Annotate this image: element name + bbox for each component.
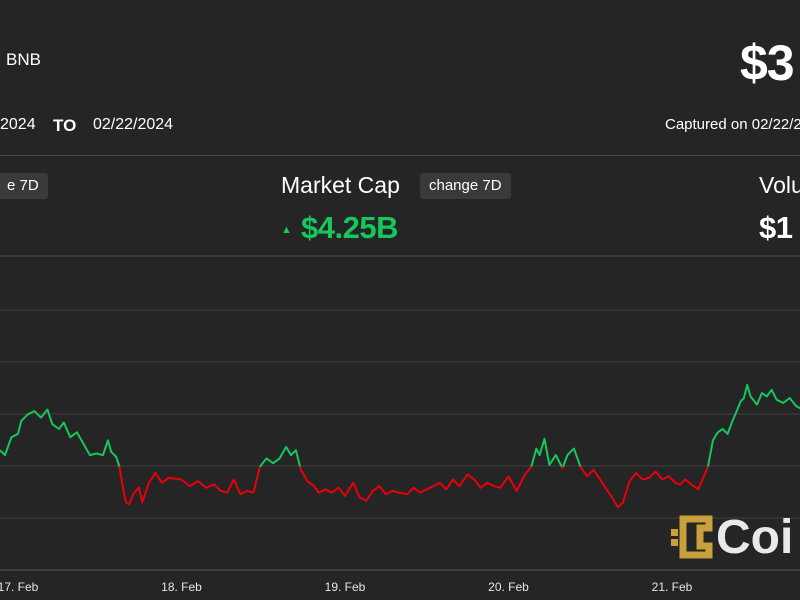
date-to: 02/22/2024 (93, 116, 174, 133)
volume-value: $1 (759, 210, 793, 245)
volume-title: Volu (759, 172, 800, 198)
price-series (0, 384, 800, 509)
series-segment-down (579, 465, 709, 509)
series-segment-up (0, 408, 121, 467)
series-segment-up (707, 384, 800, 467)
series-segment-down (299, 465, 533, 502)
x-tick-label: 21. Feb (652, 580, 693, 594)
coindesk-logo-icon (671, 515, 713, 559)
captured-date: Captured on 02/22/2 (665, 116, 800, 133)
market-cap-value: $4.25B (301, 210, 398, 245)
asset-name: BNB (6, 50, 41, 69)
chart-grid (0, 255, 800, 571)
series-segment-up (259, 445, 301, 468)
x-tick-label: 19. Feb (325, 580, 366, 594)
to-label: TO (53, 116, 77, 135)
watermark-text: Coi (716, 511, 794, 564)
up-arrow-icon: ▲ (281, 224, 292, 236)
series-segment-down (560, 466, 565, 470)
header-divider (0, 155, 800, 156)
x-tick-label: 18. Feb (161, 580, 202, 594)
market-cap-title: Market Cap (281, 172, 400, 198)
x-tick-label: 17. Feb (0, 580, 39, 594)
market-cap-change-chip: change 7D (420, 173, 511, 199)
date-from: 2024 (0, 116, 36, 133)
series-segment-down (118, 466, 261, 505)
price-value: $3 (740, 35, 795, 91)
left-change-chip: e 7D (0, 173, 48, 199)
x-tick-label: 20. Feb (488, 580, 529, 594)
series-segment-up (562, 447, 582, 467)
series-segment-up (530, 437, 563, 467)
x-axis-ticks: 17. Feb 18. Feb 19. Feb 20. Feb 21. Feb (0, 580, 693, 594)
